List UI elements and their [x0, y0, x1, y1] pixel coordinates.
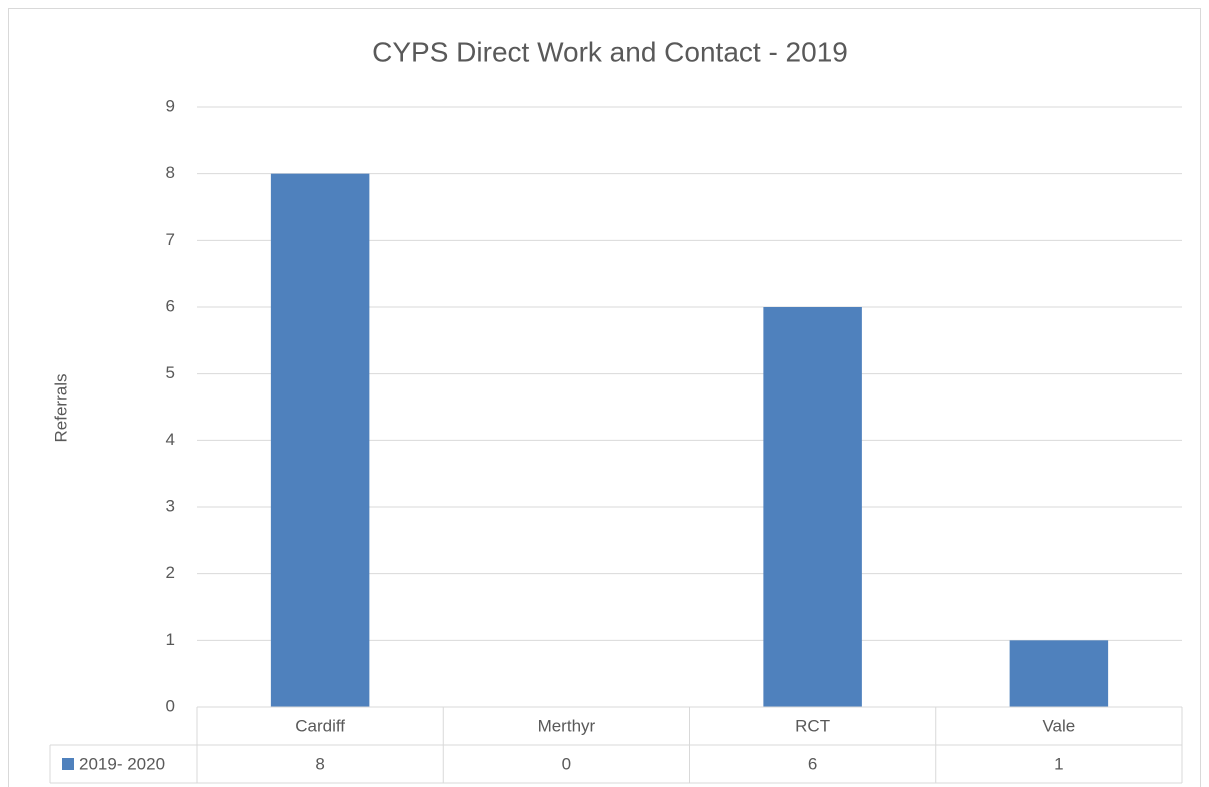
y-tick-label: 9 [166, 96, 175, 115]
table-value: 8 [315, 754, 324, 773]
legend-swatch [62, 758, 74, 770]
y-tick-label: 8 [166, 163, 175, 182]
bar [270, 173, 370, 707]
y-tick-label: 6 [166, 296, 175, 315]
x-tick-label: RCT [795, 716, 830, 735]
chart-title: CYPS Direct Work and Contact - 2019 [372, 36, 848, 67]
table-value: 1 [1054, 754, 1063, 773]
chart-border [8, 8, 1201, 787]
x-tick-label: Vale [1042, 716, 1075, 735]
y-tick-label: 3 [166, 496, 175, 515]
table-value: 6 [808, 754, 817, 773]
y-tick-label: 2 [166, 563, 175, 582]
x-tick-label: Cardiff [295, 716, 345, 735]
table-value: 0 [562, 754, 571, 773]
y-tick-label: 0 [166, 696, 175, 715]
bar [1009, 640, 1109, 707]
bar [763, 307, 862, 707]
y-tick-label: 1 [166, 630, 175, 649]
legend-label: 2019- 2020 [79, 754, 165, 773]
y-axis-label: Referrals [51, 374, 70, 443]
x-tick-label: Merthyr [538, 716, 596, 735]
y-tick-label: 4 [166, 430, 175, 449]
y-tick-label: 7 [166, 230, 175, 249]
y-tick-label: 5 [166, 363, 175, 382]
